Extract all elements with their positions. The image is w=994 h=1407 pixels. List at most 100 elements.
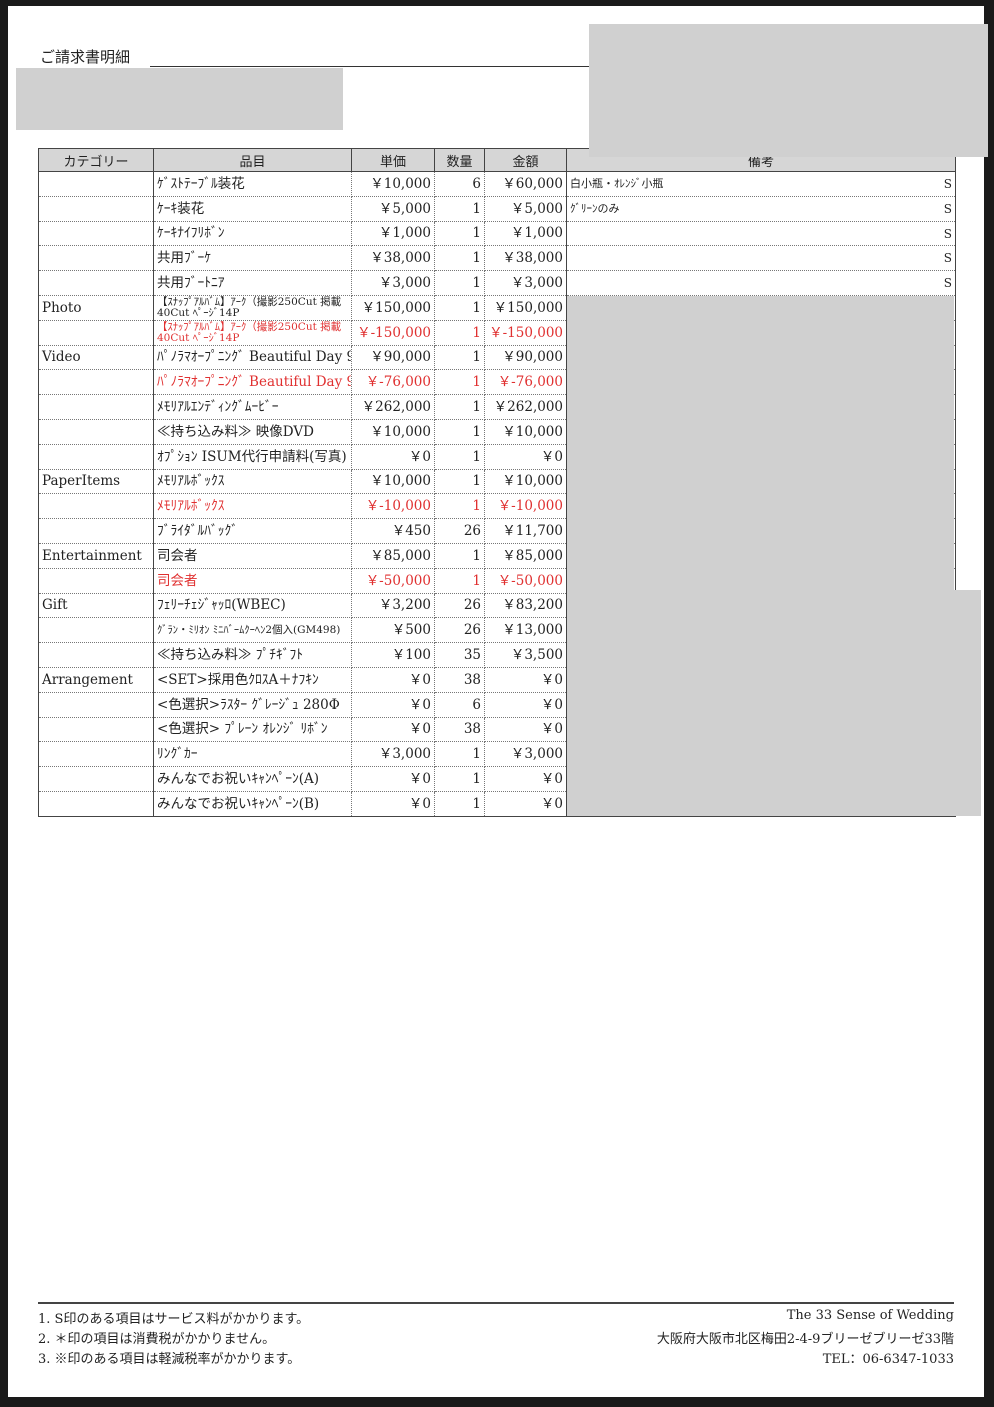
item-cell-text: ｸﾞﾗﾝ・ﾐﾘｵﾝ ﾐﾆﾊﾞｰﾑｸｰﾍﾝ2個入(GM498) (157, 623, 341, 636)
amount-cell: ￥0 (484, 692, 567, 718)
unit-price-cell: ￥450 (351, 518, 435, 544)
amount-cell-text: ￥0 (540, 770, 563, 787)
category-cell: Photo (38, 295, 154, 321)
quantity-cell-text: 26 (463, 597, 481, 614)
unit-price-cell: ￥38,000 (351, 245, 435, 272)
amount-cell-text: ￥13,000 (502, 622, 563, 639)
quantity-cell: 38 (434, 667, 485, 693)
redacted-notes-area-lower (567, 590, 981, 816)
item-cell: ≪持ち込み料≫ ﾌﾟﾁｷﾞﾌﾄ (153, 642, 352, 668)
unit-price-cell: ￥100 (351, 642, 435, 668)
quantity-cell-text: 1 (472, 299, 481, 316)
item-cell-text: <色選択> ﾌﾟﾚｰﾝ ｵﾚﾝｼﾞ ﾘﾎﾞﾝ (157, 721, 328, 738)
quantity-cell-text: 6 (472, 696, 481, 713)
item-cell: ｵﾌﾟｼｮﾝ ISUM代行申請料(写真) (153, 444, 352, 470)
unit-price-cell: ￥0 (351, 791, 435, 817)
category-cell (38, 221, 154, 247)
quantity-cell-text: 38 (463, 721, 481, 738)
item-cell: ﾊﾟﾉﾗﾏｵｰﾌﾟﾆﾝｸﾞ Beautiful Day 90 (153, 345, 352, 371)
category-cell: Arrangement (38, 667, 154, 693)
title-underline (150, 66, 590, 67)
unit-price-cell-text: ￥150,000 (361, 299, 431, 316)
category-cell (38, 245, 154, 272)
item-cell-text: ≪持ち込み料≫ 映像DVD (157, 423, 314, 440)
table-row: ｹｰｷ装花 ￥5,000 1 ￥5,000 ｸﾞﾘｰﾝのみ S (38, 196, 956, 222)
category-cell (38, 692, 154, 718)
amount-cell-text: ￥10,000 (502, 423, 563, 440)
amount-cell-text: ￥3,000 (510, 746, 563, 763)
item-cell: 【ｽﾅｯﾌﾟｱﾙﾊﾞﾑ】ｱｰｸ（撮影250Cut 掲載40Cut ﾍﾟｰｼﾞ14… (153, 295, 352, 321)
quantity-cell-text: 1 (472, 275, 481, 291)
item-cell-text: ｹｰｷ装花 (157, 200, 205, 217)
quantity-cell: 1 (434, 369, 485, 396)
item-cell: 司会者 (153, 568, 352, 594)
item-cell: <色選択> ﾌﾟﾚｰﾝ ｵﾚﾝｼﾞ ﾘﾎﾞﾝ (153, 717, 352, 743)
unit-price-cell-text: ￥0 (408, 721, 431, 738)
amount-cell: ￥38,000 (484, 245, 567, 272)
item-cell-text: ﾊﾟﾉﾗﾏｵｰﾌﾟﾆﾝｸﾞ Beautiful Day 90 (157, 349, 352, 366)
item-cell: ﾌﾞﾗｲﾀﾞﾙﾊﾞｯｸﾞ (153, 518, 352, 544)
amount-cell: ￥0 (484, 791, 567, 817)
quantity-cell-text: 1 (472, 423, 481, 440)
quantity-cell: 1 (434, 270, 485, 296)
unit-price-cell-text: ￥38,000 (370, 250, 431, 267)
quantity-cell-text: 6 (472, 175, 481, 192)
unit-price-cell-text: ￥3,000 (378, 275, 431, 291)
service-charge-mark: S (943, 177, 952, 191)
category-cell-text: PaperItems (42, 473, 121, 490)
amount-cell-text: ￥85,000 (502, 547, 563, 564)
unit-price-cell-text: ￥500 (391, 622, 431, 639)
quantity-cell-text: 1 (472, 250, 481, 267)
table-row: 共用ﾌﾞｰﾄﾆｱ ￥3,000 1 ￥3,000 S (38, 270, 956, 296)
amount-cell-text: ￥90,000 (502, 349, 563, 366)
amount-cell-text: ￥83,200 (502, 597, 563, 614)
category-cell (38, 493, 154, 520)
item-cell: ﾊﾟﾉﾗﾏｵｰﾌﾟﾆﾝｸﾞ Beautiful Day 90 (153, 369, 352, 396)
amount-cell-text: ￥-50,000 (497, 572, 563, 589)
item-cell: ﾒﾓﾘｱﾙﾎﾞｯｸｽ (153, 493, 352, 520)
category-cell-text: Gift (42, 597, 68, 614)
item-cell: 司会者 (153, 543, 352, 569)
unit-price-cell: ￥0 (351, 444, 435, 470)
unit-price-cell: ￥262,000 (351, 394, 435, 420)
quantity-cell-text: 1 (472, 770, 481, 787)
quantity-cell: 1 (434, 320, 485, 346)
amount-cell: ￥10,000 (484, 469, 567, 495)
amount-cell-text: ￥0 (540, 696, 563, 713)
amount-cell-text: ￥0 (540, 721, 563, 738)
amount-cell-text: ￥-150,000 (489, 324, 563, 341)
amount-cell: ￥85,000 (484, 543, 567, 569)
category-cell (38, 171, 154, 197)
item-cell-text: 共用ﾌﾞｰｹ (157, 250, 211, 267)
unit-price-cell-text: ￥450 (391, 522, 431, 539)
unit-price-cell: ￥-150,000 (351, 320, 435, 346)
amount-cell: ￥-76,000 (484, 369, 567, 396)
quantity-cell-text: 1 (472, 200, 481, 217)
footer-note-1: 1. S印のある項目はサービス料がかかります。 (38, 1312, 310, 1327)
amount-cell: ￥0 (484, 717, 567, 743)
quantity-cell: 1 (434, 741, 485, 768)
category-cell-text: Entertainment (42, 547, 142, 564)
category-cell: Entertainment (38, 543, 154, 569)
notes-cell: 白小瓶・ｵﾚﾝｼﾞ小瓶 S (566, 171, 956, 197)
unit-price-cell: ￥0 (351, 717, 435, 743)
category-cell (38, 419, 154, 445)
header-category: カテゴリー (38, 148, 154, 172)
quantity-cell-text: 1 (472, 572, 481, 589)
item-cell-text: 共用ﾌﾞｰﾄﾆｱ (157, 275, 225, 291)
quantity-cell-text: 1 (472, 498, 481, 515)
table-row: 共用ﾌﾞｰｹ ￥38,000 1 ￥38,000 S (38, 245, 956, 272)
notes-cell: S (566, 245, 956, 272)
quantity-cell: 35 (434, 642, 485, 668)
unit-price-cell-text: ￥10,000 (370, 423, 431, 440)
notes-cell: S (566, 270, 956, 296)
redacted-customer-info (16, 68, 343, 130)
item-cell-text: 【ｽﾅｯﾌﾟｱﾙﾊﾞﾑ】ｱｰｸ（撮影250Cut 掲載40Cut ﾍﾟｰｼﾞ14… (157, 321, 342, 344)
service-charge-mark: S (943, 276, 952, 291)
amount-cell-text: ￥10,000 (502, 473, 563, 490)
category-cell (38, 642, 154, 668)
quantity-cell: 1 (434, 295, 485, 321)
quantity-cell: 1 (434, 444, 485, 470)
item-cell-text: ｹﾞｽﾄﾃｰﾌﾞﾙ装花 (157, 175, 245, 192)
item-cell-text: ﾊﾟﾉﾗﾏｵｰﾌﾟﾆﾝｸﾞ Beautiful Day 90 (157, 374, 352, 391)
